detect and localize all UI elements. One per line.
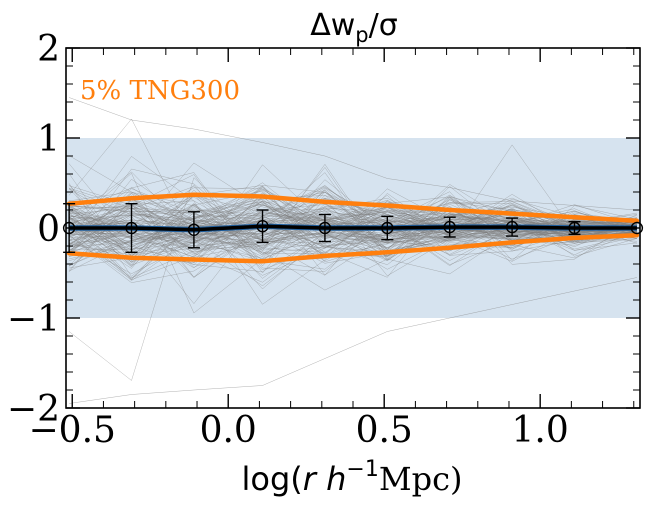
upper-envelope-line — [66, 192, 640, 224]
y-tick-label: −2 — [7, 389, 60, 430]
title-subscript: p — [355, 23, 368, 47]
realization-line — [69, 208, 637, 261]
realization-line — [69, 174, 638, 277]
axis-ticks — [66, 47, 640, 409]
x-tick-label: 0.0 — [200, 410, 257, 451]
realization-line — [69, 190, 637, 255]
x-axis-label-sup: −1 — [346, 457, 378, 482]
orange-envelopes — [66, 192, 640, 264]
median-line — [69, 224, 637, 232]
data-point — [505, 220, 519, 234]
data-point — [125, 221, 138, 235]
data-point — [381, 221, 394, 235]
x-tick-label: −0.5 — [29, 410, 116, 451]
y-tick-label: −1 — [7, 299, 60, 340]
realization-line — [68, 177, 638, 381]
title-tail: /σ — [369, 8, 398, 43]
realization-line — [69, 97, 637, 211]
x-axis-label-var: r h — [303, 460, 347, 498]
median-series — [69, 223, 637, 233]
data-point — [443, 220, 456, 234]
data-point — [318, 221, 332, 235]
y-tick-label: 0 — [37, 209, 60, 250]
x-tick-label: 0.5 — [356, 410, 413, 451]
x-tick-label: 1.0 — [512, 410, 569, 451]
lower-envelope-line — [66, 232, 640, 264]
x-axis-label-suffix: Mpc) — [379, 460, 463, 498]
realization-line — [69, 210, 637, 248]
title-main: Δw — [310, 8, 355, 43]
data-point — [256, 219, 269, 233]
y-tick-label: 1 — [37, 119, 60, 160]
annotation-label: 5% TNG300 — [80, 76, 240, 106]
x-axis-label-prefix: log( — [242, 460, 303, 498]
tick-labels: −0.5 0.0 0.5 1.0 −2 −1 0 1 2 — [7, 29, 569, 451]
plot-area — [62, 97, 644, 404]
realization-line — [68, 203, 637, 270]
realization-line — [69, 185, 637, 261]
chart-title: Δwp/σ — [310, 8, 398, 47]
realization-line — [69, 277, 637, 404]
data-point — [568, 221, 581, 235]
x-axis-label: log(r h−1Mpc) — [242, 457, 463, 498]
realization-line — [68, 201, 637, 272]
data-point — [187, 223, 201, 237]
y-tick-label: 2 — [37, 29, 60, 70]
